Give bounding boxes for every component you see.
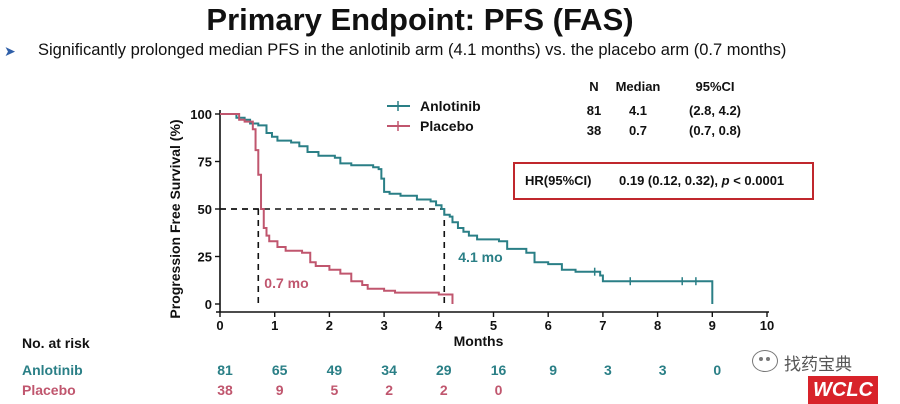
median-label: 4.1 mo <box>458 249 502 265</box>
series-curve-placebo <box>220 113 454 304</box>
x-tick-label: 3 <box>380 318 387 333</box>
x-tick-label: 2 <box>326 318 333 333</box>
y-tick-label: 75 <box>198 155 212 170</box>
y-tick-label: 100 <box>190 107 212 122</box>
median-label: 0.7 mo <box>264 275 308 291</box>
hr-p-symbol: p <box>721 173 730 188</box>
x-tick-label: 8 <box>654 318 661 333</box>
y-tick-label: 25 <box>198 250 212 265</box>
risk-count: 38 <box>217 382 233 398</box>
risk-count: 3 <box>658 362 667 378</box>
hr-value-group: 0.19 (0.12, 0.32), p < 0.0001 <box>619 164 784 198</box>
risk-count: 49 <box>326 362 343 378</box>
risk-row-label: Placebo <box>22 382 76 398</box>
stats-cell: (0.7, 0.8) <box>689 123 741 138</box>
x-tick-label: 7 <box>599 318 606 333</box>
x-tick-label: 0 <box>216 318 223 333</box>
risk-count: 2 <box>385 382 393 398</box>
risk-table-title: No. at risk <box>22 335 90 351</box>
watermark-text: 找药宝典 <box>784 355 852 374</box>
legend-label: Anlotinib <box>420 98 481 114</box>
hr-label: HR(95%CI) <box>525 173 592 188</box>
risk-count: 2 <box>439 382 448 398</box>
risk-count: 3 <box>603 362 612 378</box>
hr-p-text: < 0.0001 <box>729 173 785 188</box>
slide-title: Primary Endpoint: PFS (FAS) <box>206 2 634 37</box>
risk-count: 0 <box>494 382 503 398</box>
x-tick-label: 4 <box>435 318 443 333</box>
x-axis-title: Months <box>454 333 504 349</box>
risk-count: 9 <box>275 382 284 398</box>
legend-label: Placebo <box>420 118 474 134</box>
stats-header: 95%CI <box>695 79 734 94</box>
series-curve-anlotinib <box>220 113 714 304</box>
slide-subtitle: Significantly prolonged median PFS in th… <box>38 41 787 59</box>
risk-count: 65 <box>271 362 288 378</box>
plot-legend: Anlotinib Placebo <box>387 98 481 134</box>
stats-cell: 81 <box>587 103 601 118</box>
x-tick-label: 5 <box>490 318 497 333</box>
x-tick-label: 10 <box>760 318 774 333</box>
y-tick-label: 0 <box>205 297 212 312</box>
risk-count: 16 <box>490 362 507 378</box>
stats-cell: 0.7 <box>629 123 647 138</box>
stats-cell: 4.1 <box>629 103 647 118</box>
risk-count: 5 <box>330 382 339 398</box>
risk-count: 0 <box>713 362 722 378</box>
plot-axes: 0 1 2 3 4 5 6 7 8 9 100255075100MonthsProgression … <box>167 107 774 349</box>
hr-value: 0.19 (0.12, 0.32), <box>619 173 722 188</box>
stats-header: N <box>589 79 598 94</box>
bullet-arrow-icon: ➤ <box>4 43 16 59</box>
x-tick-label: 9 <box>709 318 716 333</box>
stats-table: N Median 95%CI 81 4.1 (2.8, 4.2) 38 0.7 (0.7, 0.… <box>587 79 741 138</box>
stats-cell: (2.8, 4.2) <box>689 103 741 118</box>
risk-count: 9 <box>549 362 558 378</box>
risk-count: 34 <box>381 362 397 378</box>
x-tick-label: 1 <box>271 318 278 333</box>
risk-count: 81 <box>217 362 233 378</box>
x-tick-label: 6 <box>545 318 552 333</box>
hazard-ratio-box: HR(95%CI) 0.19 (0.12, 0.32), p < 0.0001 <box>513 162 814 200</box>
stats-cell: 38 <box>587 123 601 138</box>
wclc-logo: WCLC <box>808 376 878 404</box>
y-tick-label: 50 <box>198 202 212 217</box>
risk-row-label: Anlotinib <box>22 362 83 378</box>
risk-count: 29 <box>436 362 452 378</box>
plot-curves: 4.1 mo 0.7 mo <box>220 113 714 304</box>
wechat-icon <box>752 350 778 372</box>
stats-header: Median <box>616 79 661 94</box>
y-axis-title: Progression Free Survival (%) <box>167 119 183 318</box>
